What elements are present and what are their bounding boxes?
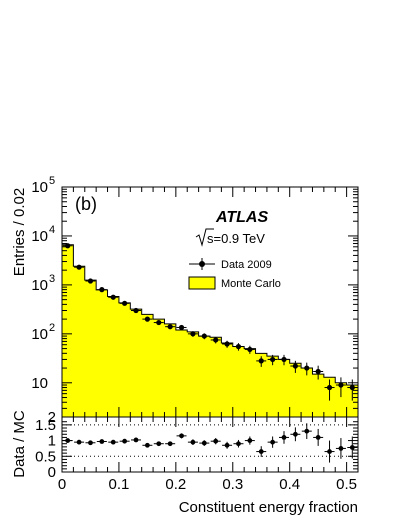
data-point [110,294,116,300]
x-tick-label: 0 [58,476,66,493]
x-tick-label: 0.3 [222,476,243,493]
ratio-point [224,442,230,448]
data-point [224,341,230,347]
main-y-tick-exponent: 4 [49,224,55,236]
data-point [76,264,82,270]
x-tick-label: 0.4 [279,476,300,493]
ratio-point [201,440,207,446]
data-point [201,333,207,339]
main-y-tick-exponent: 2 [49,322,55,334]
legend-data-marker [199,261,205,267]
data-point [247,346,253,353]
data-point [122,300,128,306]
main-y-tick-label: 10 [31,179,48,196]
legend-mc-swatch [188,276,216,290]
ratio-point [327,449,332,454]
ratio-point [144,442,150,448]
data-point [281,356,287,363]
ratio-point [304,428,310,434]
ratio-point [236,441,241,447]
data-point [338,382,344,388]
ratio-y-tick-label: 1 [48,433,56,450]
ratio-point [167,441,173,447]
data-point [213,337,219,343]
energy-text: s=0.9 TeV [207,231,265,246]
ratio-reference-lines [62,424,358,457]
ratio-point [99,439,105,444]
ratio-point [349,445,355,450]
data-point [144,316,150,322]
ratio-y-axis-label: Data / MC [11,410,28,478]
data-point [99,287,105,293]
main-y-tick-exponent: 3 [49,273,55,285]
data-point [326,384,333,391]
ratio-point [122,438,128,444]
ratio-x-ticks: 0 0.1 0.2 0.3 0.4 0.5 [58,417,359,493]
data-point [258,358,264,364]
main-y-tick-label: 2 [48,409,56,426]
mc-layer [61,244,359,418]
panel-label: (b) [75,194,97,214]
main-y-axis-label: Entries / 0.02 [11,188,28,276]
x-tick-label: 0.2 [165,476,186,493]
main-y-tick-label: 10 [31,277,48,294]
data-point [190,331,196,337]
energy-label: s=0.9 TeV [195,228,265,247]
ratio-point [315,435,321,440]
x-axis-label: Constituent energy fraction [179,499,358,516]
ratio-panel: 00.511.5 0 0.1 0.2 0.3 0.4 0.5 [35,416,359,493]
ratio-y-tick-label: 1.5 [35,417,56,434]
ratio-points-layer [62,423,358,463]
data-point [167,324,173,330]
data-point [270,356,276,363]
atlas-label: ATLAS [215,209,268,226]
data-point [133,307,139,314]
data-point [292,363,298,369]
x-tick-label: 0.1 [108,476,129,493]
main-y-tick-label: 10 [31,228,48,245]
data-point [178,324,185,331]
ratio-point [190,439,196,445]
ratio-point [292,431,298,437]
legend-mc-label: Monte Carlo [221,278,281,290]
ratio-point [76,439,82,445]
ratio-point [133,437,139,443]
main-y-tick-label: 10 [31,375,48,392]
ratio-point [213,438,219,444]
ratio-y-tick-label: 0.5 [35,448,56,465]
main-x-ticks [61,187,359,417]
main-y-tick-exponent: 5 [49,175,55,187]
ratio-point [156,441,162,447]
sqrt-sign-icon [195,228,214,247]
data-point [235,343,242,350]
ratio-point [247,438,253,443]
ratio-point [179,433,184,439]
ratio-point [281,435,287,440]
ratio-point [110,439,116,445]
data-point [304,365,310,371]
x-tick-label: 0.5 [336,476,357,493]
mc-histogram [61,244,359,418]
ratio-y-tick-label: 0 [48,464,56,481]
data-point [315,368,321,375]
data-point [156,319,162,326]
ratio-point [258,449,264,454]
data-point [349,384,355,391]
ratio-point [338,446,344,451]
main-y-tick-label: 10 [31,326,48,343]
ratio-y-ticks: 00.511.5 [35,417,358,481]
ratio-point [270,439,276,445]
legend-data-label: Data 2009 [221,259,272,271]
data-point [87,278,94,284]
ratio-point [88,440,93,446]
legend: Data 2009 Monte Carlo [188,258,281,290]
